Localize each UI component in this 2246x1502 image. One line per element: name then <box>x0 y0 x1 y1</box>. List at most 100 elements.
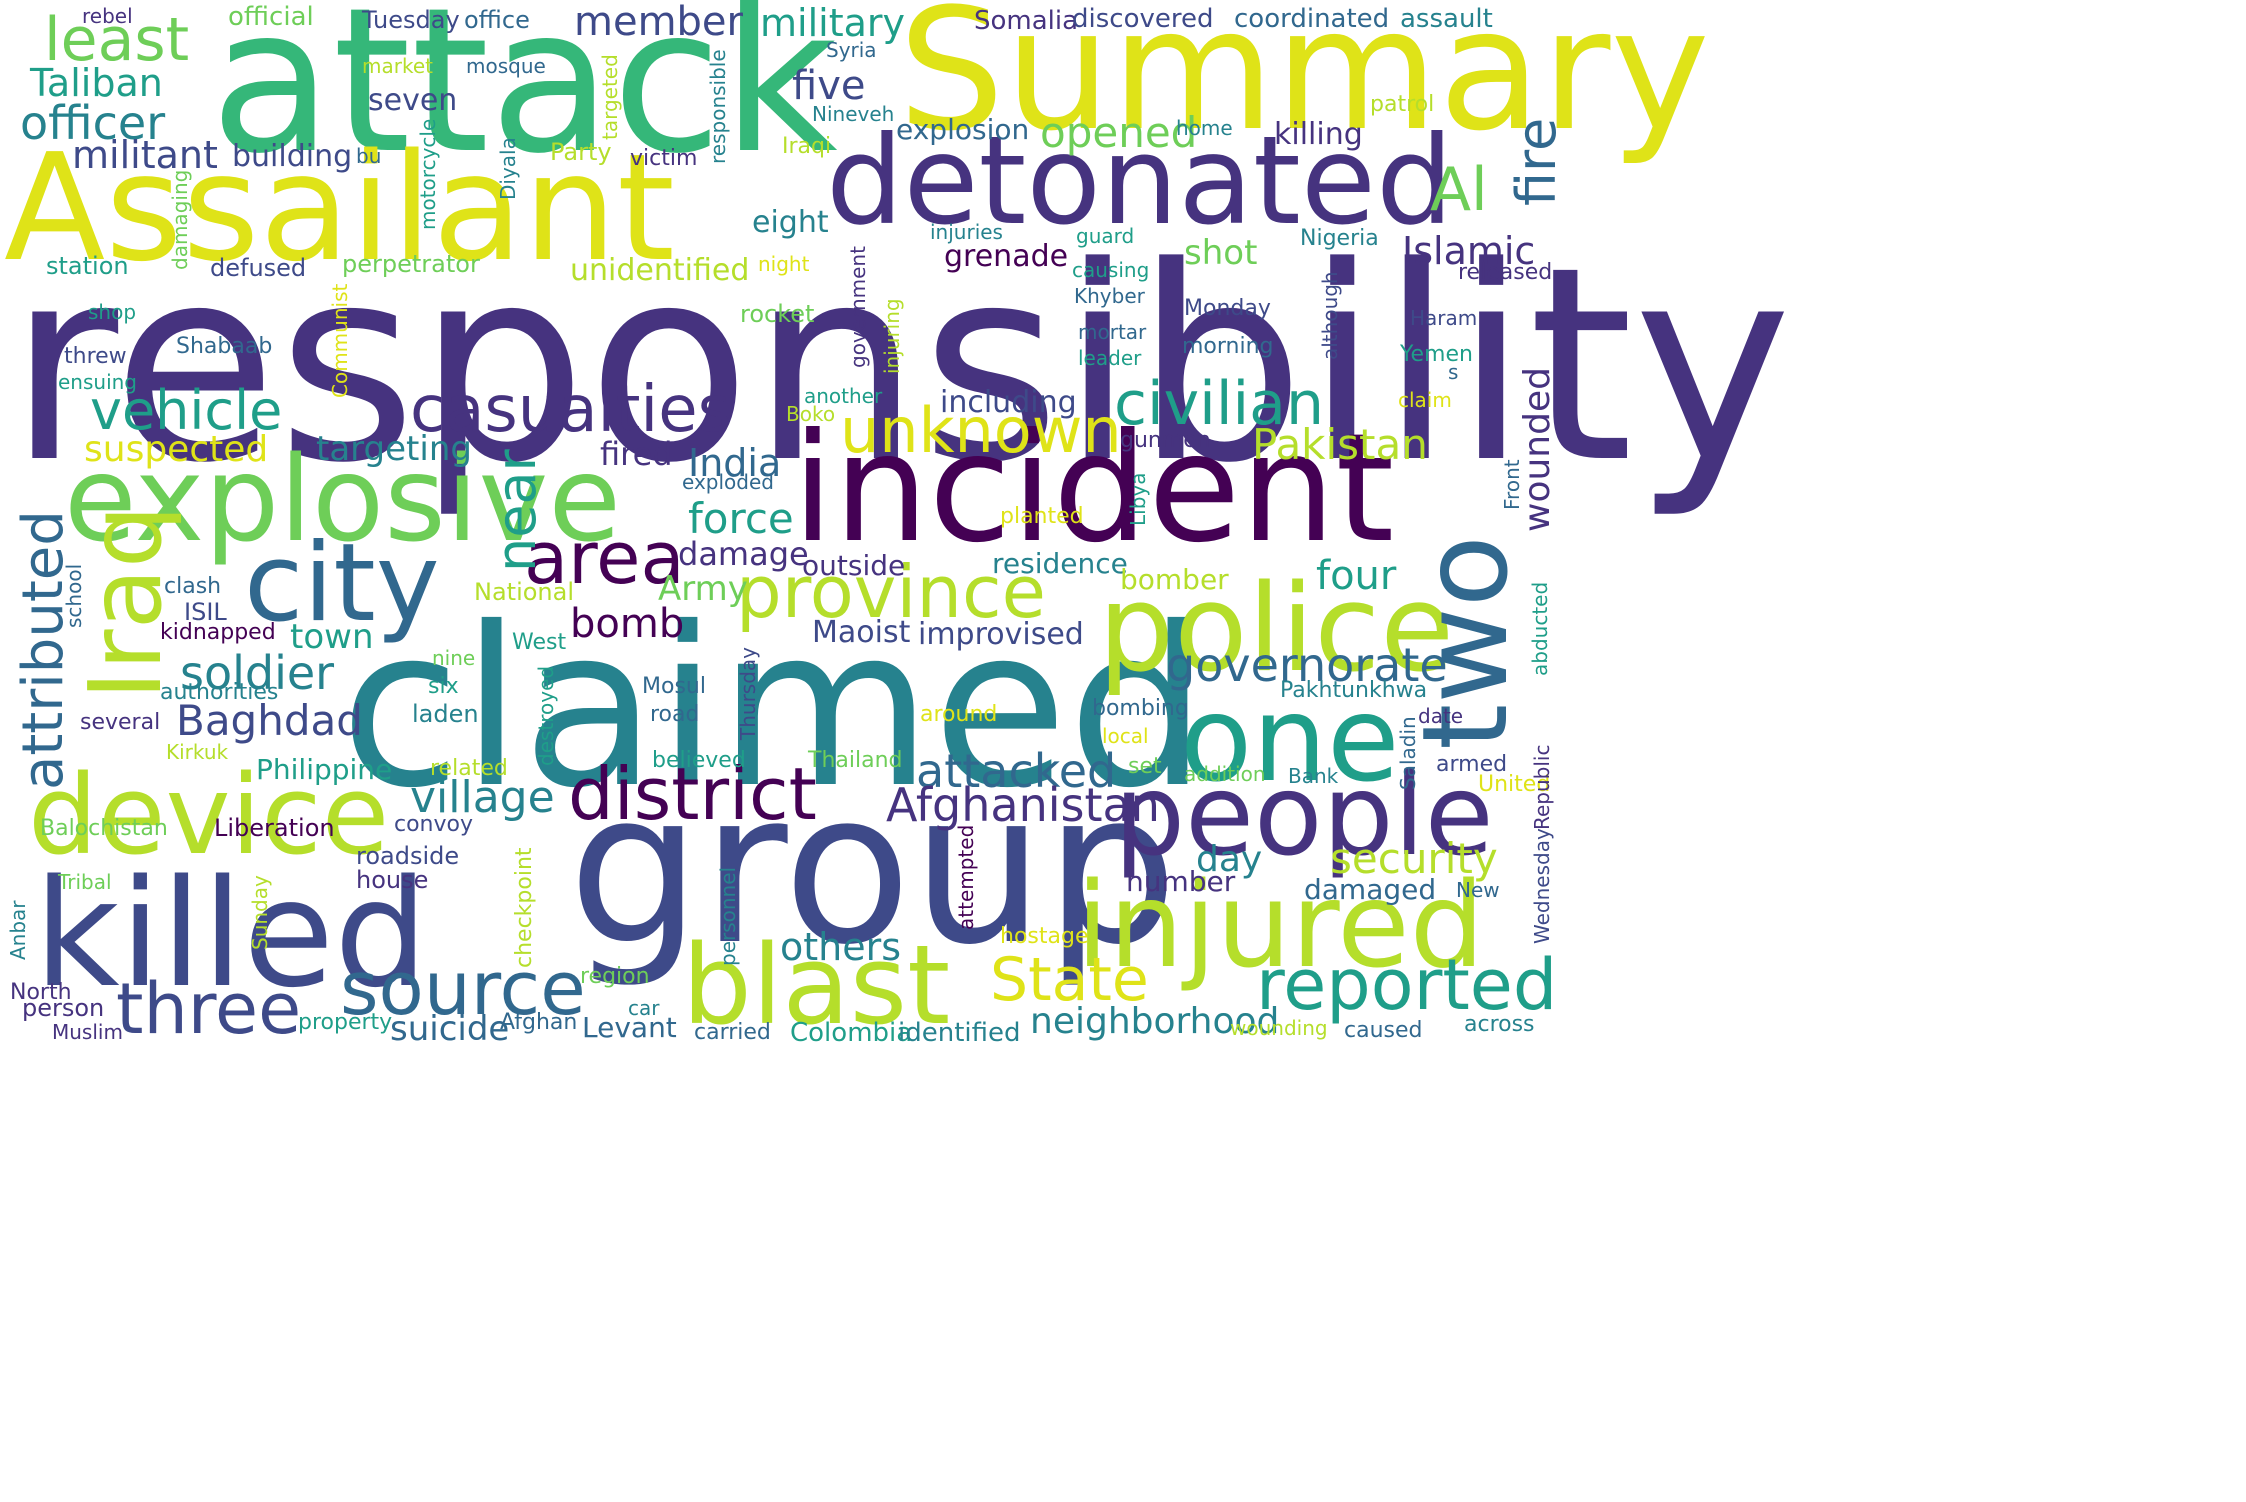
word-civilian: civilian <box>1114 369 1324 439</box>
word-detonated: detonated <box>826 110 1454 252</box>
word-national: National <box>474 578 575 606</box>
word-released: released <box>1458 260 1553 285</box>
word-armed: armed <box>1436 752 1508 777</box>
word-bomb: bomb <box>570 601 685 647</box>
word-army: Army <box>658 569 748 609</box>
word-mosque: mosque <box>466 54 546 78</box>
word-causing: causing <box>1072 258 1150 282</box>
word-six: six <box>428 674 459 699</box>
word-perpetrator: perpetrator <box>342 250 480 278</box>
word-addition: addition <box>1184 762 1266 786</box>
word-thailand: Thailand <box>808 748 903 773</box>
word-blast: blast <box>682 921 951 1049</box>
word-iraqi: Iraqi <box>782 134 832 159</box>
word-nineveh: Nineveh <box>812 102 895 126</box>
word-party: Party <box>550 138 612 166</box>
word-laden: laden <box>412 700 479 728</box>
word-discovered: discovered <box>1072 4 1214 34</box>
word-s: s <box>1448 360 1459 384</box>
word-convoy: convoy <box>394 812 473 837</box>
word-responsibility: responsibility <box>8 210 1793 522</box>
word-four: four <box>1316 553 1397 599</box>
word-day: day <box>1196 839 1263 880</box>
word-explosive: explosive <box>64 430 621 568</box>
word-nigeria: Nigeria <box>1300 226 1379 251</box>
word-saladin: Saladin <box>1396 716 1420 790</box>
word-tribal: Tribal <box>58 870 112 894</box>
word-diyala: Diyala <box>496 137 520 200</box>
word-grenade: grenade <box>944 239 1069 274</box>
word-attacked: attacked <box>916 744 1117 798</box>
word-militant: militant <box>72 133 218 177</box>
word-state: State <box>990 945 1149 1015</box>
word-summary: Summary <box>898 0 1710 168</box>
word-date: date <box>1418 704 1464 728</box>
word-fired: fired <box>600 435 673 473</box>
word-khyber: Khyber <box>1074 284 1145 308</box>
word-member: member <box>574 0 743 45</box>
word-yemen: Yemen <box>1400 342 1473 367</box>
word-planted: planted <box>1000 504 1084 529</box>
word-killing: killing <box>1274 117 1363 152</box>
word-three: three <box>116 968 302 1050</box>
word-official: official <box>228 2 314 32</box>
word-improvised: improvised <box>918 617 1084 652</box>
word-night: night <box>758 252 810 276</box>
word-thursday: Thursday <box>736 647 760 740</box>
word-taliban: Taliban <box>30 61 163 105</box>
word-assault: assault <box>1400 4 1493 34</box>
word-device: device <box>28 751 390 879</box>
word-wednesday: Wednesday <box>1530 828 1554 944</box>
word-tuesday: Tuesday <box>362 6 460 34</box>
word-property: property <box>298 1010 393 1035</box>
word-including: including <box>940 385 1077 420</box>
word-leader: leader <box>1078 346 1142 370</box>
word-anbar: Anbar <box>6 900 30 960</box>
word-pakhtunkhwa: Pakhtunkhwa <box>1280 678 1428 703</box>
word-islamic: Islamic <box>1402 229 1536 273</box>
word-threw: threw <box>64 344 127 369</box>
word-shot: shot <box>1184 233 1258 273</box>
word-police: police <box>1098 560 1455 699</box>
word-suspected: suspected <box>84 429 269 470</box>
word-defused: defused <box>210 254 307 282</box>
word-person: person <box>22 994 105 1022</box>
word-sunday: Sunday <box>248 875 272 950</box>
word-pakistan: Pakistan <box>1252 420 1428 469</box>
word-personnel: personnel <box>716 866 740 966</box>
word-several: several <box>80 710 161 735</box>
word-exploded: exploded <box>682 470 774 494</box>
word-others: others <box>780 925 902 969</box>
word-shabaab: Shabaab <box>176 334 273 359</box>
word-set: set <box>1128 754 1162 779</box>
word-patrol: patrol <box>1370 92 1435 117</box>
word-shop: shop <box>88 300 137 324</box>
word-colombia: Colombia <box>790 1018 913 1048</box>
word-bomber: bomber <box>1120 563 1229 596</box>
word-bombing: bombing <box>1092 696 1189 721</box>
word-security: security <box>1330 834 1498 883</box>
word-village: village <box>410 772 555 823</box>
word-market: market <box>362 54 433 78</box>
word-identified: identified <box>898 1018 1021 1048</box>
word-bank: Bank <box>1288 764 1339 788</box>
word-responsible: responsible <box>706 49 730 164</box>
word-military: military <box>760 1 905 45</box>
word-casualties: casualties <box>410 373 731 447</box>
word-al: Al <box>1430 155 1488 225</box>
word-injured: injured <box>1076 856 1485 994</box>
word-fire: fire <box>1505 117 1568 206</box>
word-town: town <box>290 617 374 657</box>
word-building: building <box>232 139 353 174</box>
word-around: around <box>920 702 998 727</box>
word-rebel: rebel <box>82 4 133 28</box>
word-west: West <box>512 630 567 655</box>
word-governorate: governorate <box>1166 638 1448 692</box>
word-area: area <box>524 516 685 600</box>
word-attack: attack <box>210 0 838 198</box>
word-mosul: Mosul <box>642 674 706 699</box>
word-morning: morning <box>1182 334 1274 359</box>
word-injuring: injuring <box>880 298 904 374</box>
word-injuries: injuries <box>930 220 1003 244</box>
word-claim: claim <box>1398 388 1452 412</box>
